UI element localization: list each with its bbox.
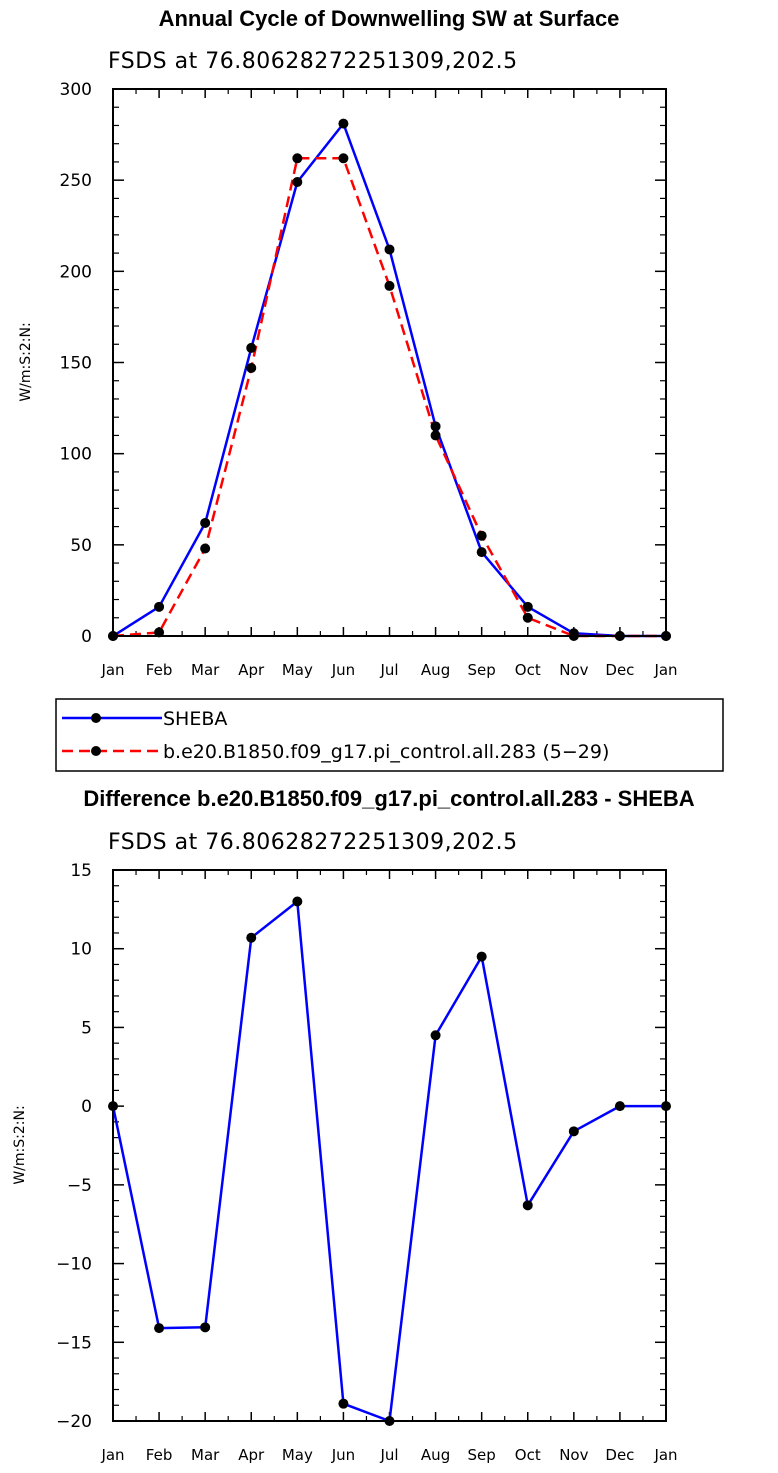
x-tick-label: Jun	[331, 1446, 355, 1464]
data-point-0	[430, 1030, 441, 1041]
x-tick-label: Apr	[238, 1446, 265, 1464]
x-tick-label: Jun	[331, 661, 355, 679]
data-point-0	[522, 1200, 533, 1211]
series-line-0	[112, 122, 666, 638]
x-tick-label: Feb	[146, 661, 173, 679]
x-tick-label: May	[282, 1446, 313, 1464]
data-point-0	[292, 896, 303, 907]
data-point-0	[292, 176, 303, 187]
data-point-1	[292, 153, 303, 164]
x-tick-label: Jan	[100, 661, 124, 679]
y-tick-label: 0	[81, 1097, 92, 1117]
x-tick-label: Mar	[191, 1446, 220, 1464]
x-tick-label: Dec	[605, 661, 634, 679]
data-point-0	[246, 342, 257, 353]
plot-frame	[112, 88, 667, 637]
data-point-0	[568, 1126, 579, 1137]
x-tick-label: Aug	[421, 1446, 450, 1464]
x-tick-label: Jan	[653, 661, 677, 679]
x-tick-label: Jan	[100, 1446, 124, 1464]
x-tick-label: Jul	[379, 1446, 398, 1464]
x-tick-label: Nov	[559, 1446, 588, 1464]
y-tick-label: 250	[60, 171, 92, 191]
x-tick-label: Jan	[653, 1446, 677, 1464]
y-tick-label: 200	[60, 262, 92, 282]
y-tick-label: 15	[70, 861, 92, 881]
x-tick-label: Oct	[515, 661, 541, 679]
data-point-1	[338, 153, 349, 164]
data-point-0	[614, 1101, 625, 1112]
chart-subtitle: FSDS at 76.80628272251309,202.5	[108, 49, 518, 74]
annual-cycle-panel: Annual Cycle of Downwelling SW at Surfac…	[18, 6, 678, 679]
data-point-0	[200, 517, 211, 528]
difference-panel: Difference b.e20.B1850.f09_g17.pi_contro…	[12, 786, 695, 1464]
y-tick-label: 50	[70, 536, 92, 556]
series-line-0	[111, 900, 666, 1423]
y-tick-label: −10	[56, 1255, 92, 1275]
data-point-0	[476, 951, 487, 962]
y-tick-label: 10	[70, 940, 92, 960]
x-tick-label: Jul	[379, 661, 398, 679]
x-tick-label: Nov	[559, 661, 588, 679]
data-point-0	[338, 1398, 349, 1409]
data-point-1	[246, 362, 257, 373]
legend: SHEBA b.e20.B1850.f09_g17.pi_control.all…	[55, 698, 724, 772]
legend-label-sheba: SHEBA	[163, 708, 227, 730]
data-point-0	[522, 601, 533, 612]
y-tick-label: −20	[56, 1412, 92, 1432]
y-axis-label: W/m:S:2:N:	[18, 322, 34, 401]
data-point-1	[522, 612, 533, 623]
data-point-0	[338, 118, 349, 129]
data-point-1	[200, 543, 211, 554]
y-tick-label: 100	[60, 445, 92, 465]
y-tick-label: −5	[67, 1176, 92, 1196]
legend-label-model: b.e20.B1850.f09_g17.pi_control.all.283 (…	[163, 741, 609, 763]
legend-box	[55, 698, 724, 772]
data-point-0	[154, 601, 165, 612]
legend-marker-sheba	[91, 713, 101, 723]
data-point-1	[430, 430, 441, 441]
data-point-0	[384, 244, 395, 255]
data-point-0	[154, 1323, 165, 1334]
legend-marker-model	[91, 746, 101, 756]
data-point-0	[430, 421, 441, 432]
chart-subtitle: FSDS at 76.80628272251309,202.5	[108, 830, 518, 855]
x-tick-label: Sep	[468, 661, 496, 679]
x-tick-label: Feb	[146, 1446, 173, 1464]
chart-title: Annual Cycle of Downwelling SW at Surfac…	[159, 6, 620, 31]
y-tick-label: −15	[56, 1333, 92, 1353]
chart-title: Difference b.e20.B1850.f09_g17.pi_contro…	[83, 786, 694, 811]
y-axis-label: W/m:S:2:N:	[12, 1105, 28, 1184]
x-tick-label: May	[282, 661, 313, 679]
y-tick-label: 150	[60, 354, 92, 374]
x-tick-label: Mar	[191, 661, 220, 679]
y-tick-label: 300	[60, 80, 92, 100]
x-tick-label: Apr	[238, 661, 265, 679]
x-tick-label: Aug	[421, 661, 450, 679]
x-tick-label: Sep	[468, 1446, 496, 1464]
y-tick-label: 5	[81, 1018, 92, 1038]
series-line-1	[112, 157, 666, 638]
data-point-0	[246, 932, 257, 943]
data-point-0	[200, 1322, 211, 1333]
plot-frame	[112, 869, 667, 1422]
data-point-1	[154, 627, 165, 638]
y-tick-label: 0	[81, 627, 92, 647]
x-tick-label: Oct	[515, 1446, 541, 1464]
data-point-1	[384, 280, 395, 291]
x-tick-label: Dec	[605, 1446, 634, 1464]
data-point-1	[476, 530, 487, 541]
data-point-0	[476, 547, 487, 558]
